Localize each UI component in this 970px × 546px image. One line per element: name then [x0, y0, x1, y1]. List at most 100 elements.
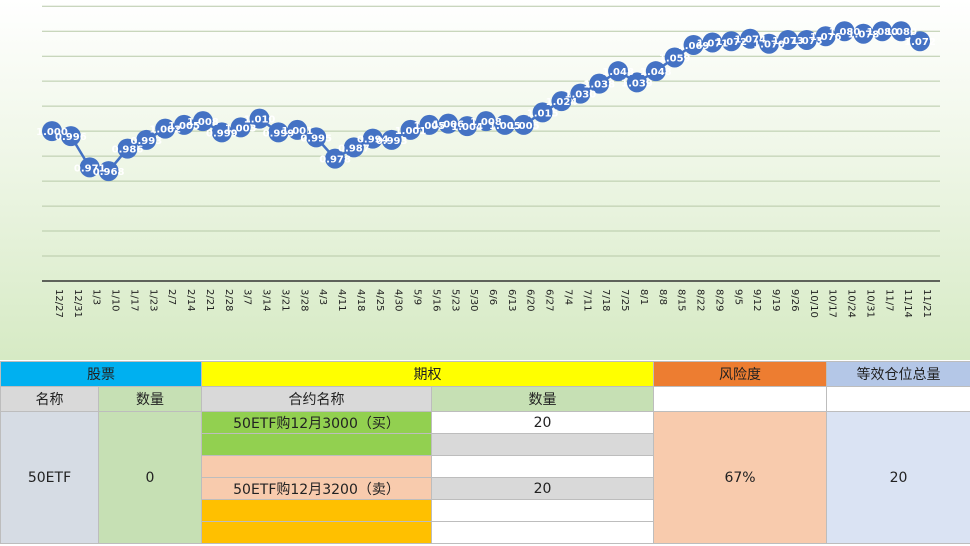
- x-tick-label: 12/31: [72, 289, 83, 318]
- option-contract-5: [201, 499, 432, 522]
- data-label: 0.994: [357, 135, 389, 146]
- data-point: [249, 108, 270, 129]
- data-label: 1.080: [885, 27, 917, 38]
- x-tick-label: 4/11: [336, 289, 347, 311]
- x-tick-label: 3/21: [279, 289, 290, 311]
- stock-name-cell: 50ETF: [0, 411, 99, 544]
- data-label: 1.039: [621, 78, 653, 89]
- x-tick-label: 7/4: [562, 289, 573, 305]
- data-label: 1.005: [414, 121, 446, 132]
- data-label: 1.072: [904, 37, 936, 48]
- x-tick-label: 9/5: [732, 289, 743, 305]
- x-tick-label: 4/3: [317, 289, 328, 305]
- data-point: [155, 118, 176, 139]
- data-point: [362, 128, 383, 149]
- data-label: 1.005: [489, 121, 521, 132]
- x-tick-label: 8/15: [676, 289, 687, 311]
- subheader-equiv-blank: [826, 386, 970, 412]
- data-point: [853, 23, 874, 44]
- data-point: [381, 129, 402, 150]
- header-option: 期权: [201, 361, 654, 387]
- data-label: 1.038: [583, 80, 615, 91]
- data-label: 0.999: [263, 128, 295, 139]
- x-tick-label: 5/9: [412, 289, 423, 305]
- data-point: [570, 83, 591, 104]
- x-tick-label: 1/17: [128, 289, 139, 311]
- data-label: 1.000: [36, 127, 68, 138]
- x-tick-label: 12/27: [53, 289, 64, 318]
- data-label: 0.999: [206, 128, 238, 139]
- data-point: [230, 117, 251, 138]
- data-label: 1.001: [395, 126, 427, 137]
- x-tick-label: 8/29: [713, 289, 724, 311]
- x-tick-label: 4/18: [355, 289, 366, 311]
- subheader-stock-name: 名称: [0, 386, 99, 412]
- data-label: 1.002: [149, 125, 181, 136]
- subheader-option-qty: 数量: [431, 386, 654, 412]
- x-tick-label: 4/25: [374, 289, 385, 311]
- option-contract-4: 50ETF购12月3200（卖）: [201, 477, 432, 500]
- x-tick-label: 1/10: [110, 289, 121, 311]
- data-point: [419, 114, 440, 135]
- data-label: 1.072: [715, 37, 747, 48]
- option-qty-3: [431, 455, 654, 478]
- x-tick-label: 9/12: [751, 289, 762, 311]
- option-qty-6: [431, 521, 654, 544]
- series-line: [51, 29, 921, 173]
- option-contract-3: [201, 455, 432, 478]
- subheader-stock-qty: 数量: [98, 386, 202, 412]
- x-tick-label: 11/7: [883, 289, 894, 311]
- x-tick-label: 7/11: [581, 289, 592, 311]
- data-label: 1.080: [866, 27, 898, 38]
- x-tick-label: 6/20: [525, 289, 536, 311]
- x-tick-label: 4/30: [393, 289, 404, 311]
- data-point: [683, 34, 704, 55]
- data-label: 1.008: [470, 117, 502, 128]
- option-qty-4: 20: [431, 477, 654, 500]
- data-label: 0.971: [74, 163, 106, 174]
- data-label: 1.070: [753, 40, 785, 51]
- data-label: 1.074: [734, 35, 766, 46]
- x-tick-label: 11/21: [921, 289, 932, 318]
- data-point: [98, 161, 119, 182]
- data-label: 1.076: [810, 32, 842, 43]
- x-tick-label: 8/22: [695, 289, 706, 311]
- data-point: [777, 29, 798, 50]
- data-label: 1.073: [772, 36, 804, 47]
- x-tick-label: 2/21: [204, 289, 215, 311]
- data-label: 1.069: [678, 41, 710, 52]
- option-contract-2: [201, 433, 432, 456]
- data-label: 1.071: [697, 38, 729, 49]
- data-label: 0.993: [376, 136, 408, 147]
- data-point: [287, 119, 308, 140]
- data-label: 1.059: [659, 53, 691, 64]
- data-label: 1.080: [829, 27, 861, 38]
- option-qty-2: [431, 433, 654, 456]
- data-point: [476, 111, 496, 132]
- data-point: [117, 138, 138, 159]
- x-tick-label: 11/14: [902, 289, 913, 318]
- data-point: [815, 26, 836, 47]
- x-tick-label: 9/19: [770, 289, 781, 311]
- subheader-risk-blank: [653, 386, 827, 412]
- data-points: 1.0000.9960.9710.9680.9860.9931.0021.005…: [36, 21, 936, 182]
- data-label: 1.005: [508, 121, 540, 132]
- x-tick-label: 2/7: [166, 289, 177, 305]
- data-point: [343, 137, 364, 158]
- subheader-contract-name: 合约名称: [201, 386, 432, 412]
- x-tick-label: 1/23: [147, 289, 158, 311]
- data-point: [494, 114, 515, 135]
- x-tick-label: 1/3: [91, 289, 102, 305]
- data-label: 0.987: [338, 143, 370, 154]
- data-label: 1.024: [546, 97, 578, 108]
- position-table: 股票 期权 风险度 等效仓位总量 名称 数量 合约名称 数量 50ETF 0 5…: [0, 361, 970, 544]
- data-point: [174, 114, 195, 135]
- data-label: 0.978: [319, 155, 351, 166]
- data-point: [721, 31, 742, 52]
- x-tick-label: 8/1: [638, 289, 649, 305]
- data-point: [400, 119, 421, 140]
- x-tick-label: 8/8: [657, 289, 668, 305]
- data-label: 0.986: [112, 145, 144, 156]
- risk-value-cell: 67%: [653, 411, 827, 544]
- data-label: 0.968: [93, 167, 125, 178]
